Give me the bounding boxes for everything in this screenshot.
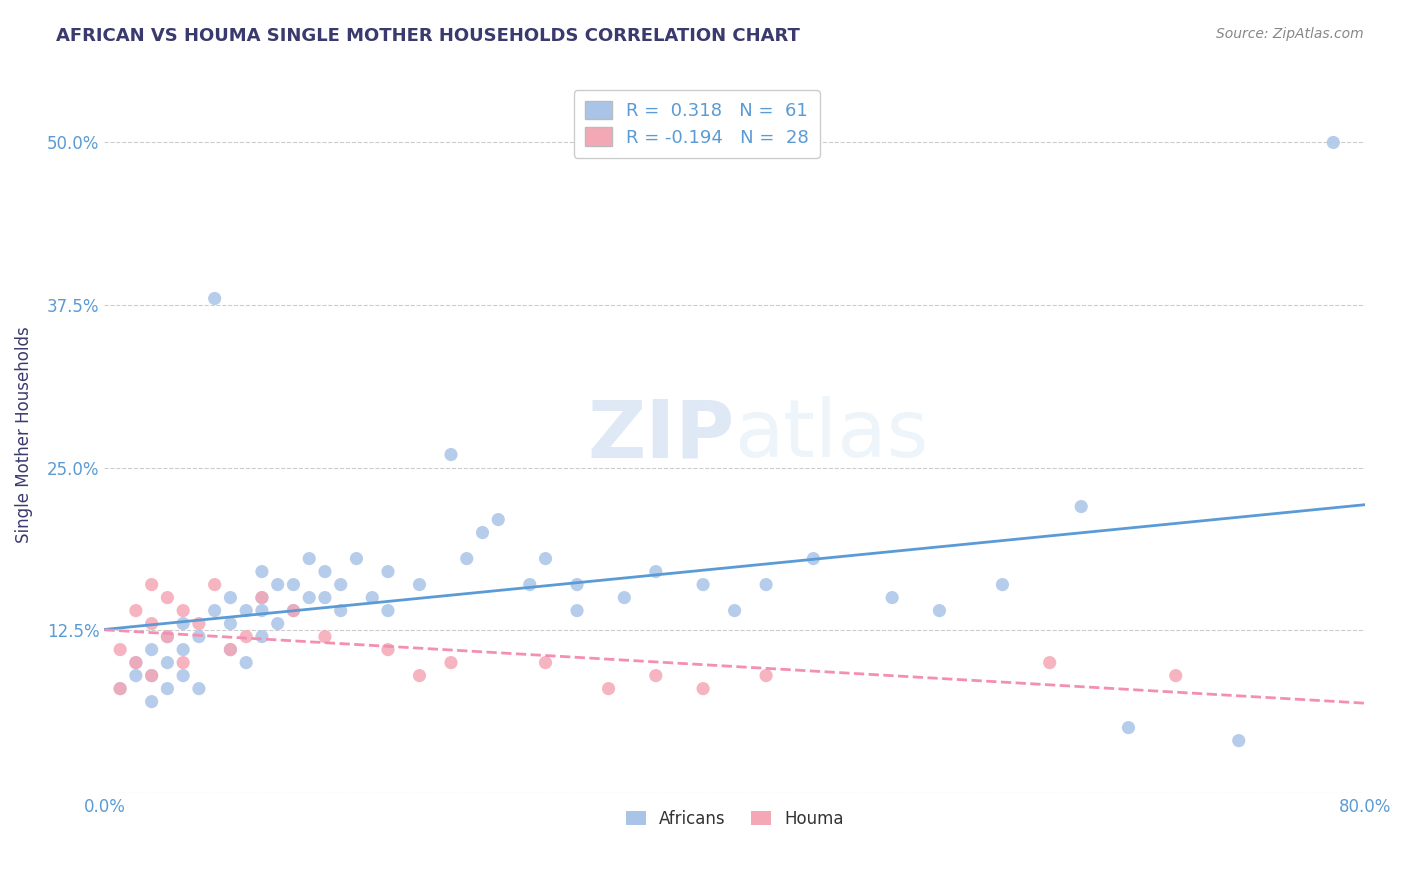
Point [314,591,336,605]
Point [156,630,179,644]
Point [991,577,1014,591]
Point [219,642,242,657]
Point [723,604,745,618]
Y-axis label: Single Mother Households: Single Mother Households [15,326,32,543]
Point [440,656,463,670]
Point [250,630,273,644]
Point [235,656,257,670]
Point [692,577,714,591]
Point [219,642,242,657]
Point [250,591,273,605]
Point [125,604,148,618]
Point [172,656,194,670]
Point [204,577,226,591]
Point [156,630,179,644]
Point [172,616,194,631]
Point [156,591,179,605]
Point [565,604,588,618]
Point [928,604,950,618]
Point [250,591,273,605]
Point [108,681,131,696]
Point [219,616,242,631]
Point [486,512,509,526]
Point [314,630,336,644]
Point [534,656,557,670]
Text: AFRICAN VS HOUMA SINGLE MOTHER HOUSEHOLDS CORRELATION CHART: AFRICAN VS HOUMA SINGLE MOTHER HOUSEHOLD… [56,27,800,45]
Point [692,681,714,696]
Point [755,668,778,682]
Point [283,604,305,618]
Point [156,681,179,696]
Point [1227,733,1250,747]
Point [235,604,257,618]
Point [141,616,163,631]
Point [141,642,163,657]
Point [298,591,321,605]
Point [329,577,352,591]
Point [1322,136,1344,150]
Point [1070,500,1092,514]
Point [187,681,209,696]
Point [108,642,131,657]
Point [755,577,778,591]
Point [361,591,384,605]
Point [440,448,463,462]
Point [172,668,194,682]
Point [314,565,336,579]
Point [283,577,305,591]
Point [108,681,131,696]
Text: ZIP: ZIP [588,396,734,474]
Point [519,577,541,591]
Point [456,551,478,566]
Point [187,616,209,631]
Point [156,656,179,670]
Point [803,551,825,566]
Point [377,642,399,657]
Point [141,695,163,709]
Point [283,604,305,618]
Point [267,577,290,591]
Point [408,577,430,591]
Point [534,551,557,566]
Point [644,668,666,682]
Point [204,292,226,306]
Point [235,630,257,644]
Point [267,616,290,631]
Point [565,577,588,591]
Point [408,668,430,682]
Text: Source: ZipAtlas.com: Source: ZipAtlas.com [1216,27,1364,41]
Point [346,551,368,566]
Point [204,604,226,618]
Point [329,604,352,618]
Point [1164,668,1187,682]
Point [1039,656,1062,670]
Point [377,604,399,618]
Point [172,642,194,657]
Point [250,604,273,618]
Point [141,668,163,682]
Point [125,656,148,670]
Point [377,565,399,579]
Point [1118,721,1140,735]
Point [172,604,194,618]
Point [125,656,148,670]
Point [219,591,242,605]
Point [187,630,209,644]
Point [125,668,148,682]
Point [250,565,273,579]
Point [598,681,620,696]
Point [613,591,636,605]
Legend: Africans, Houma: Africans, Houma [619,803,851,834]
Point [141,577,163,591]
Point [141,668,163,682]
Point [471,525,494,540]
Text: atlas: atlas [734,396,929,474]
Point [644,565,666,579]
Point [298,551,321,566]
Point [882,591,904,605]
